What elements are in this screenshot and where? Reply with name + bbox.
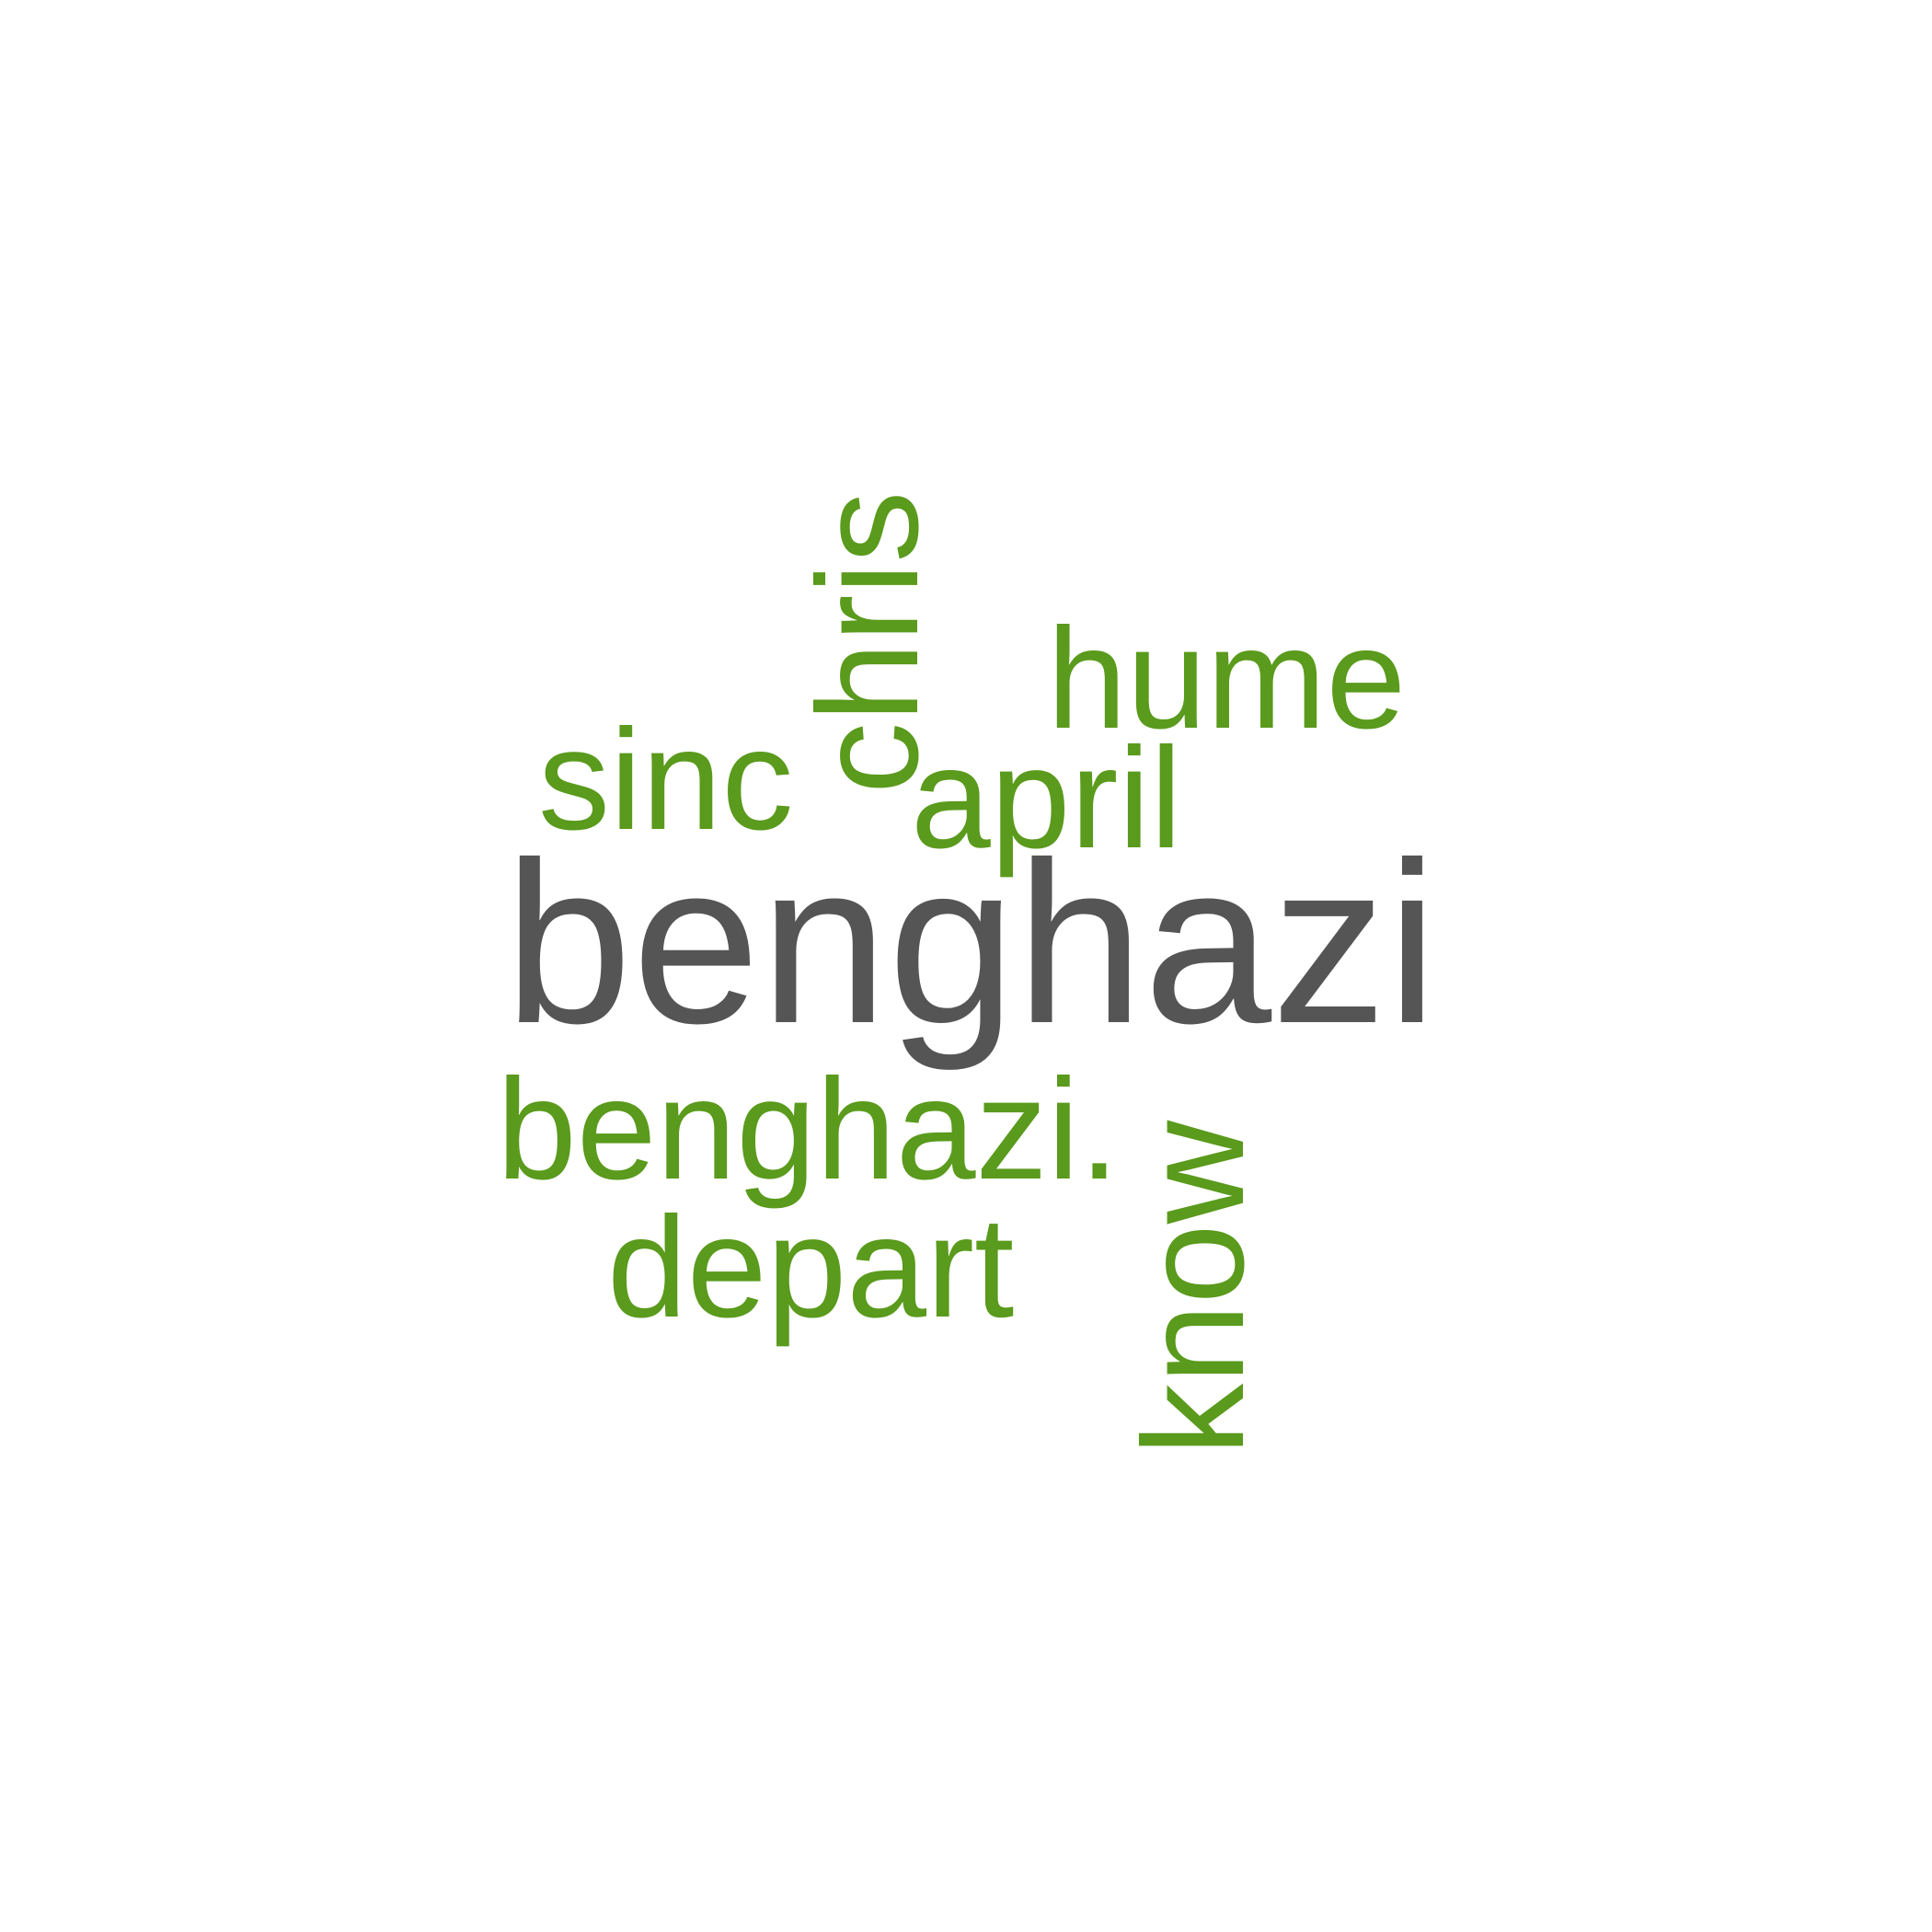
word-know: know xyxy=(1114,1120,1274,1455)
word-sinc: sinc xyxy=(538,700,794,860)
word-depart: depart xyxy=(607,1188,1015,1348)
word-benghazi: benghazi xyxy=(504,814,1438,1071)
word-benghazi-dot: benghazi. xyxy=(497,1050,1120,1210)
word-april: april xyxy=(911,719,1182,879)
word-hume: hume xyxy=(1047,599,1407,759)
word-chris: chris xyxy=(788,490,949,794)
